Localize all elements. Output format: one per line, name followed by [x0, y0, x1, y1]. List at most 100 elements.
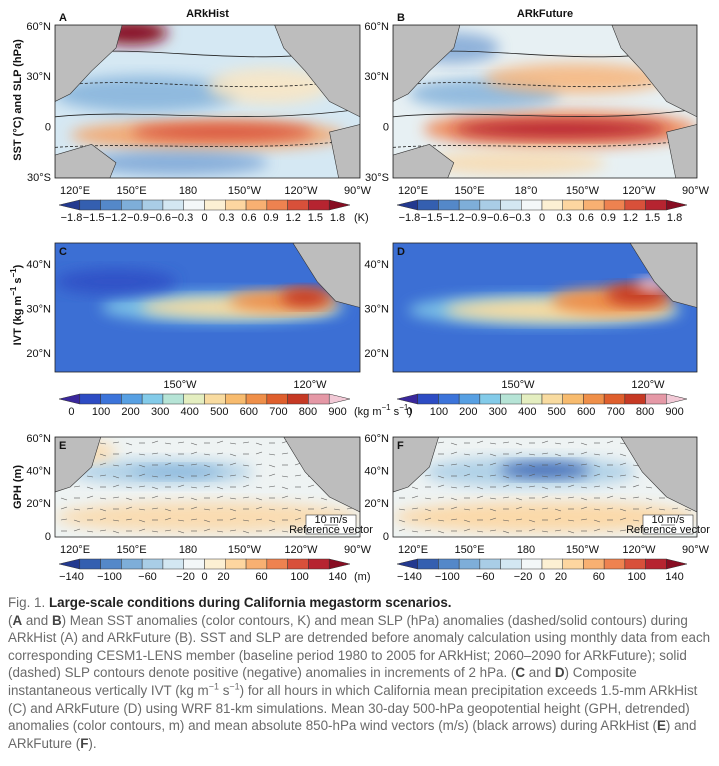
- wind-vector: [73, 485, 81, 488]
- wind-vector: [190, 497, 198, 501]
- caption-run: and: [525, 665, 555, 681]
- caption-run: ).: [88, 735, 97, 751]
- colorbar-tick-label: 1.2: [623, 212, 638, 224]
- wind-vector: [73, 508, 81, 511]
- wind-vector: [502, 441, 510, 444]
- colorbar-tick-label: 400: [181, 406, 199, 418]
- colorbar-swatch: [225, 558, 247, 570]
- title-part: (m): [354, 571, 371, 583]
- colorbar-swatch: [121, 558, 143, 570]
- y-tick-label: 20°N: [364, 348, 389, 360]
- colorbar-end: [58, 393, 81, 405]
- wind-vector: [177, 475, 185, 479]
- x-tick-label: 90°W: [344, 185, 372, 197]
- wind-vector: [177, 484, 185, 488]
- wind-vector: [151, 440, 159, 444]
- colorbar-swatch: [583, 199, 605, 211]
- panel-frame: [392, 436, 698, 538]
- wind-vector: [437, 475, 445, 479]
- colorbar-swatch: [162, 558, 184, 570]
- wind-vector: [632, 530, 640, 534]
- panel-letter: D: [397, 246, 405, 258]
- panel-frame: [392, 24, 698, 179]
- wind-vector: [567, 496, 575, 499]
- wind-vector: [281, 452, 289, 455]
- x-tick-label: 120°W: [293, 379, 327, 391]
- wind-vector: [229, 529, 237, 532]
- wind-vector: [645, 506, 653, 510]
- title-part: (kg m: [354, 406, 382, 418]
- colorbar-tick-label: 0.3: [219, 212, 234, 224]
- wind-vector: [502, 464, 510, 467]
- wind-vector: [86, 486, 94, 490]
- colorbar-tick-label: 500: [210, 406, 228, 418]
- wind-vector: [567, 484, 575, 488]
- land: [393, 144, 455, 178]
- y-tick-label: 30°N: [364, 303, 389, 315]
- x-tick-label: 150°W: [228, 544, 262, 556]
- caption-run: ) Mean SST anomalies (color contours, K)…: [8, 612, 711, 681]
- colorbar-tick-label: 0: [68, 406, 74, 418]
- colorbar-swatch: [287, 199, 309, 211]
- colorbar-tick-label: 500: [548, 406, 566, 418]
- wind-vector: [229, 517, 237, 521]
- colorbar-tick-label: 0.9: [263, 212, 278, 224]
- wind-vector: [476, 486, 484, 490]
- wind-vector: [580, 518, 588, 521]
- wind-vector: [541, 530, 549, 533]
- wind-vector: [567, 464, 575, 467]
- land: [329, 124, 360, 178]
- y-tick-label: 60°N: [26, 433, 51, 445]
- panel-frame: [392, 242, 698, 373]
- title-part: ): [408, 406, 412, 418]
- x-tick-label: 150°E: [454, 544, 484, 556]
- wind-vector: [203, 528, 211, 532]
- wind-vector: [164, 497, 172, 500]
- wind-vector: [567, 441, 575, 444]
- color-field: [55, 502, 360, 532]
- colorbar-tick-label: 0: [201, 571, 207, 583]
- x-tick-label: 120°W: [284, 544, 318, 556]
- wind-vector: [190, 506, 198, 510]
- colorbar-swatch: [438, 199, 460, 211]
- wind-vector: [73, 519, 81, 523]
- wind-vector: [177, 496, 185, 499]
- wind-vector: [86, 475, 94, 478]
- panel-title: ARkHist: [186, 8, 229, 20]
- wind-vector: [463, 453, 471, 456]
- colorbar-tick-label: 900: [665, 406, 683, 418]
- x-tick-label: 120°E: [398, 185, 428, 197]
- colorbar-tick-label: 1.2: [286, 212, 301, 224]
- colorbar-swatch: [79, 558, 101, 570]
- land: [393, 25, 461, 102]
- colorbar-swatch: [79, 393, 101, 405]
- caption-run: −1: [229, 681, 240, 692]
- y-tick-label: 30°N: [364, 71, 389, 83]
- colorbar-swatch: [500, 558, 522, 570]
- caption-label: Fig. 1.: [8, 595, 46, 610]
- map-panel: [55, 243, 360, 372]
- wind-vector: [515, 497, 523, 501]
- colorbar-tick-label: 600: [240, 406, 258, 418]
- wind-vector: [502, 484, 510, 488]
- colorbar-tick-label: −0.3: [509, 212, 531, 224]
- caption-run: and: [22, 612, 52, 628]
- colorbar-swatch: [79, 199, 101, 211]
- wind-vector: [489, 442, 497, 445]
- land: [666, 124, 697, 178]
- wind-vector: [86, 495, 94, 499]
- land: [611, 25, 697, 118]
- colorbar-tick-label: −100: [97, 571, 122, 583]
- y-tick-label: 60°N: [364, 21, 389, 33]
- colorbar-swatch: [562, 199, 584, 211]
- wind-vector: [593, 508, 601, 511]
- color-field: [207, 67, 330, 105]
- wind-vector: [281, 507, 289, 510]
- wind-vector: [515, 451, 523, 455]
- wind-vector: [255, 518, 263, 521]
- wind-vector: [645, 486, 653, 489]
- wind-vector: [255, 442, 263, 446]
- wind-vector: [398, 508, 406, 511]
- colorbar-tick-label: 0.3: [556, 212, 571, 224]
- x-tick-label: 150°E: [454, 185, 484, 197]
